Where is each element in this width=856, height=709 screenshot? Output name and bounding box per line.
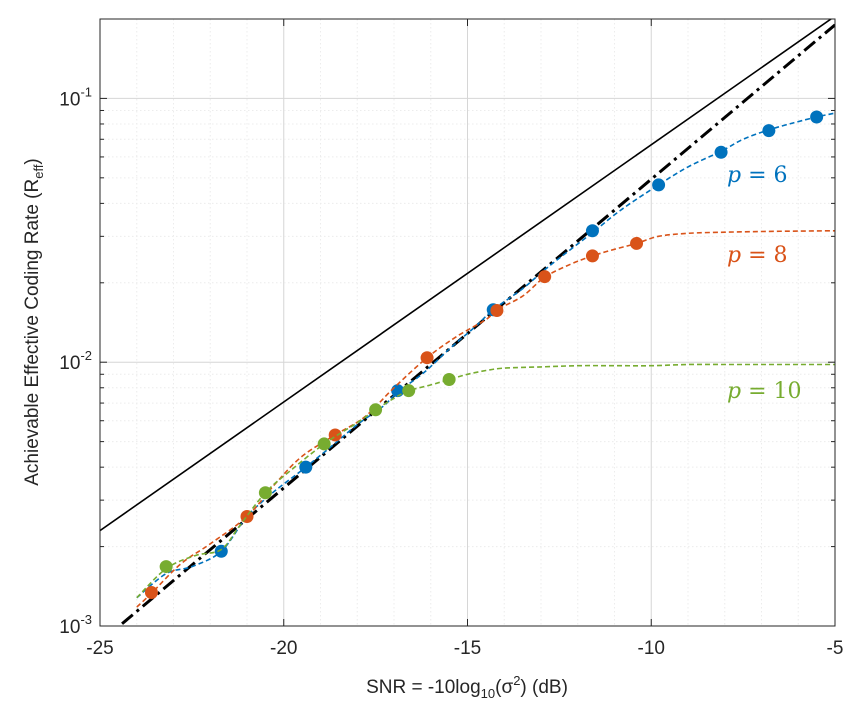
p8-marker [490, 304, 504, 318]
grid [100, 18, 835, 626]
y-tick-label: 10-1 [59, 84, 92, 110]
p8-marker [144, 585, 158, 599]
series-layer [100, 19, 835, 625]
p6-marker [810, 110, 824, 124]
p8-marker [630, 236, 644, 250]
p6-marker [585, 224, 599, 238]
p10-marker [442, 372, 456, 386]
series-labels: p = 6 p = 8 p = 10 [727, 163, 802, 404]
x-tick-label: -25 [86, 638, 113, 659]
p10-marker [258, 486, 272, 500]
p6-marker [652, 178, 666, 192]
p10-marker [317, 437, 331, 451]
p10-marker [369, 403, 383, 417]
p10-marker [402, 384, 416, 398]
x-tick-label: -15 [454, 638, 481, 659]
p8-marker [420, 351, 434, 365]
p10-curve [136, 363, 835, 599]
x-axis-title: SNR = -10log10(σ2) (dB) [366, 673, 568, 701]
p6-marker [714, 145, 728, 159]
x-tick-label: -20 [270, 638, 297, 659]
tick-labels: -25 -20 -15 -10 -5 10-3 10-2 10-1 [59, 84, 843, 659]
p6-marker [762, 124, 776, 138]
y-tick-label: 10-2 [59, 348, 92, 374]
p6-marker [299, 460, 313, 474]
p10-marker [159, 560, 173, 574]
y-axis-title: Achievable Effective Coding Rate (Reff) [22, 158, 46, 486]
p8-marker [538, 270, 552, 284]
p10-label: p = 10 [727, 379, 802, 404]
x-tick-label: -5 [827, 638, 844, 659]
upper-bound-solid-line [100, 19, 833, 532]
p6-label: p = 6 [727, 163, 788, 188]
p6-marker [214, 544, 228, 558]
p8-marker [585, 249, 599, 263]
y-tick-label: 10-3 [59, 612, 92, 638]
p8-label: p = 8 [727, 243, 788, 268]
ticks [99, 18, 836, 626]
x-tick-label: -10 [638, 638, 665, 659]
